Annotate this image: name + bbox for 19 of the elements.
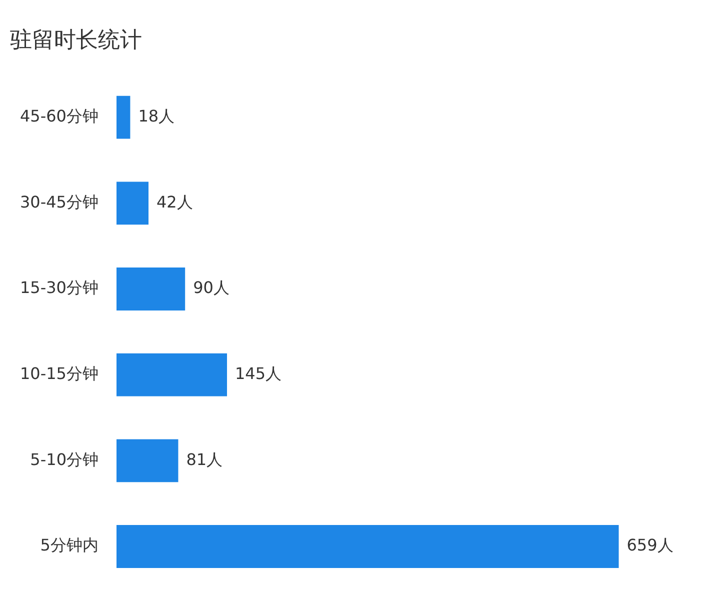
y-tick-label: 45-60分钟 bbox=[20, 106, 98, 126]
chart-title: 驻留时长统计 bbox=[10, 28, 142, 53]
y-tick-label: 5分钟内 bbox=[40, 536, 98, 555]
y-tick-label: 10-15分钟 bbox=[20, 364, 98, 383]
data-label: 145人 bbox=[235, 364, 282, 383]
bar bbox=[116, 525, 619, 568]
data-label: 81人 bbox=[186, 450, 223, 469]
bar bbox=[116, 96, 130, 139]
bar bbox=[116, 353, 228, 396]
data-label: 18人 bbox=[138, 106, 175, 126]
data-label: 90人 bbox=[193, 278, 230, 298]
y-tick-label: 5-10分钟 bbox=[30, 450, 98, 469]
bar bbox=[116, 182, 149, 225]
bar bbox=[116, 268, 186, 310]
data-label: 659人 bbox=[626, 536, 674, 555]
y-tick-label: 15-30分钟 bbox=[20, 278, 98, 298]
data-label: 42人 bbox=[156, 192, 193, 212]
bar bbox=[116, 439, 178, 482]
y-tick-label: 30-45分钟 bbox=[20, 192, 98, 212]
